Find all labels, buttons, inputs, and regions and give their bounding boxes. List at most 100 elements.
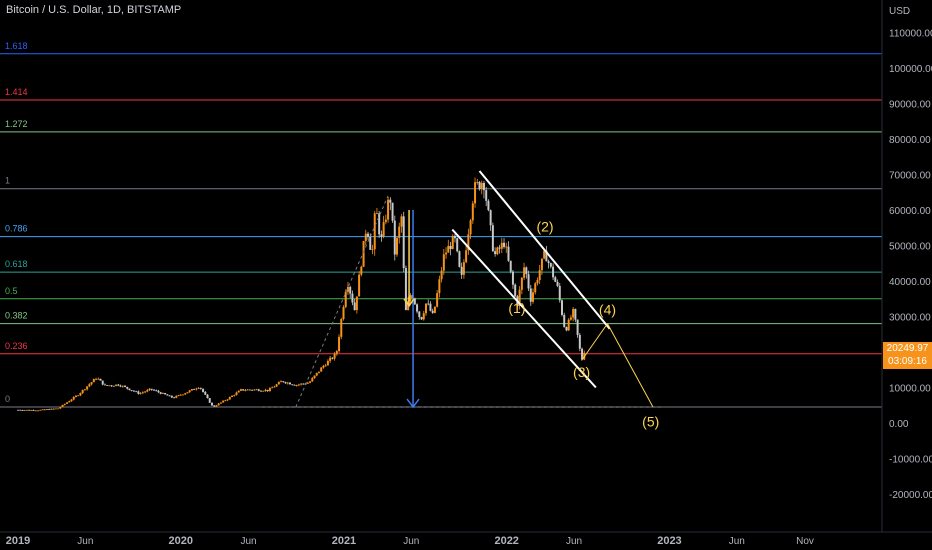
- elliott-wave-label: (4): [599, 302, 616, 318]
- candle-body: [552, 266, 555, 278]
- candle-body: [126, 386, 129, 389]
- price-tick-label: -20000.00: [889, 490, 932, 501]
- candle-body: [293, 384, 296, 386]
- candle-body: [255, 389, 258, 391]
- channel-upper-line[interactable]: [478, 170, 611, 330]
- candle-body: [231, 395, 234, 398]
- candle-body: [567, 319, 570, 331]
- candle-body: [326, 360, 329, 366]
- candle-body: [382, 222, 385, 237]
- candle-body: [130, 390, 133, 391]
- wave-labels: (1) (2) (3) (4) (5): [508, 218, 659, 429]
- candle-body: [396, 237, 399, 255]
- channel-lower-line[interactable]: [451, 228, 597, 389]
- fibonacci-levels[interactable]: 1.618 1.414 1.272 1 0.786 0.618 0.5 0.382 0.236 0: [0, 41, 882, 408]
- candle-body: [237, 390, 240, 393]
- drawing-tools[interactable]: [261, 170, 662, 409]
- candle-body: [19, 409, 22, 411]
- candle-body: [335, 351, 338, 354]
- fib-level-label: 1.618: [5, 41, 28, 51]
- price-axis[interactable]: -20000.00-10000.000.0010000.0020000.0030…: [889, 29, 932, 502]
- candle-body: [217, 403, 220, 406]
- candle-body: [141, 392, 144, 394]
- candle-body: [554, 277, 557, 282]
- candle-body: [61, 404, 64, 407]
- candle-body: [453, 235, 456, 239]
- candle-body: [246, 389, 249, 391]
- candle-body: [309, 381, 312, 383]
- candle-body: [17, 409, 19, 411]
- fib-level-label: 0.5: [5, 286, 18, 296]
- candle-body: [581, 348, 584, 360]
- candle-body: [458, 251, 461, 267]
- candle-body: [144, 391, 147, 393]
- candle-body: [393, 220, 396, 255]
- candle-body: [139, 393, 142, 394]
- candle-body: [57, 408, 60, 410]
- candle-body: [538, 270, 541, 280]
- fib-level-label: 0.786: [5, 224, 28, 234]
- price-series: [17, 177, 586, 412]
- time-axis[interactable]: 2019 Jun 2020 Jun 2021 Jun 2022 Jun 2023 Jun Nov: [6, 535, 814, 547]
- candle-body: [476, 181, 479, 183]
- candle-body: [500, 242, 503, 249]
- candle-body: [244, 390, 247, 391]
- candle-body: [342, 306, 345, 320]
- candle-body: [480, 182, 483, 190]
- wave-projection-segment[interactable]: [581, 323, 608, 361]
- candle-body: [204, 391, 207, 395]
- time-tick-label: Jun: [403, 536, 419, 547]
- candle-body: [173, 397, 176, 399]
- candle-body: [101, 380, 104, 385]
- candle-body: [424, 303, 427, 314]
- fractal-arrow-head: [403, 298, 415, 308]
- candle-body: [124, 385, 127, 387]
- currency-label: USD: [889, 6, 911, 17]
- candle-body: [251, 389, 254, 391]
- candle-body: [228, 397, 231, 400]
- candle-body: [268, 388, 271, 391]
- candle-body: [391, 202, 394, 221]
- candle-body: [32, 410, 35, 411]
- candle-body: [525, 267, 528, 275]
- time-tick-label: 2023: [657, 535, 681, 547]
- candle-body: [271, 387, 274, 389]
- candle-body: [418, 311, 421, 318]
- price-tick-label: 80000.00: [889, 135, 931, 146]
- fib-level-label: 1: [5, 176, 10, 186]
- price-tick-label: 0.00: [889, 419, 909, 430]
- candle-body: [489, 210, 492, 226]
- candle-body: [549, 263, 552, 267]
- candle-body: [494, 251, 497, 255]
- candle-body: [449, 245, 452, 249]
- candle-body: [190, 389, 193, 391]
- candle-body: [306, 382, 309, 384]
- candle-body: [338, 336, 341, 352]
- candle-body: [353, 302, 356, 311]
- wave-projection-segment[interactable]: [607, 323, 654, 408]
- candle-body: [433, 306, 436, 313]
- candle-body: [509, 260, 512, 272]
- candle-body: [184, 393, 187, 395]
- candle-body: [21, 410, 24, 411]
- time-tick-label: Jun: [77, 536, 93, 547]
- candle-body: [39, 409, 42, 411]
- price-tick-label: 40000.00: [889, 277, 931, 288]
- candle-body: [197, 387, 200, 389]
- price-tick-label: -10000.00: [889, 455, 932, 466]
- candle-body: [288, 382, 291, 385]
- candle-body: [389, 199, 392, 203]
- candle-body: [344, 291, 347, 307]
- parabolic-dashed-line[interactable]: [295, 195, 389, 408]
- candle-body: [155, 390, 158, 392]
- candle-body: [137, 391, 140, 394]
- time-tick-label: 2019: [6, 535, 30, 547]
- candle-body: [277, 382, 280, 385]
- candle-body: [474, 182, 477, 204]
- candle-body: [462, 262, 465, 275]
- candle-body: [168, 395, 171, 397]
- candle-body: [511, 271, 514, 285]
- candle-body: [360, 266, 363, 275]
- candle-body: [112, 385, 115, 387]
